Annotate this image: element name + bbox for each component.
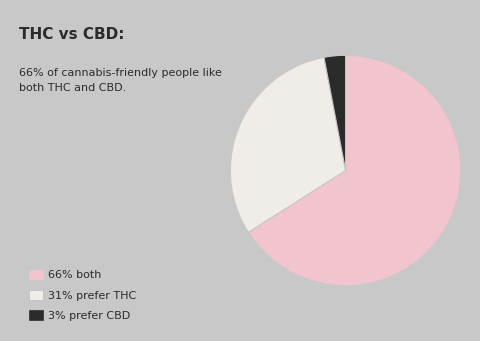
Legend: 66% both, 31% prefer THC, 3% prefer CBD: 66% both, 31% prefer THC, 3% prefer CBD — [25, 265, 141, 325]
Text: 66% of cannabis-friendly people like
both THC and CBD.: 66% of cannabis-friendly people like bot… — [19, 68, 222, 93]
Text: THC vs CBD:: THC vs CBD: — [19, 27, 125, 42]
Wedge shape — [230, 57, 346, 232]
Wedge shape — [248, 55, 461, 286]
Wedge shape — [324, 55, 346, 170]
